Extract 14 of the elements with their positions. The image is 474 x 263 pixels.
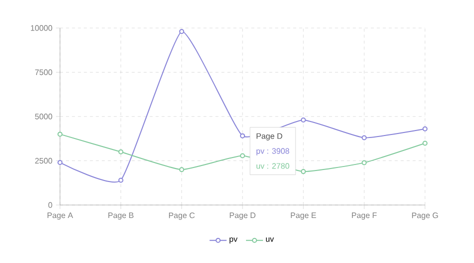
point (362, 135, 367, 140)
point (422, 140, 428, 146)
point (240, 133, 246, 138)
point (422, 126, 428, 132)
point (118, 178, 124, 183)
point (58, 132, 63, 137)
point (179, 167, 184, 172)
point (300, 169, 306, 174)
point (58, 160, 63, 166)
point (362, 160, 367, 166)
point (118, 149, 124, 154)
point (179, 29, 184, 34)
point (240, 153, 246, 158)
point (300, 118, 306, 123)
